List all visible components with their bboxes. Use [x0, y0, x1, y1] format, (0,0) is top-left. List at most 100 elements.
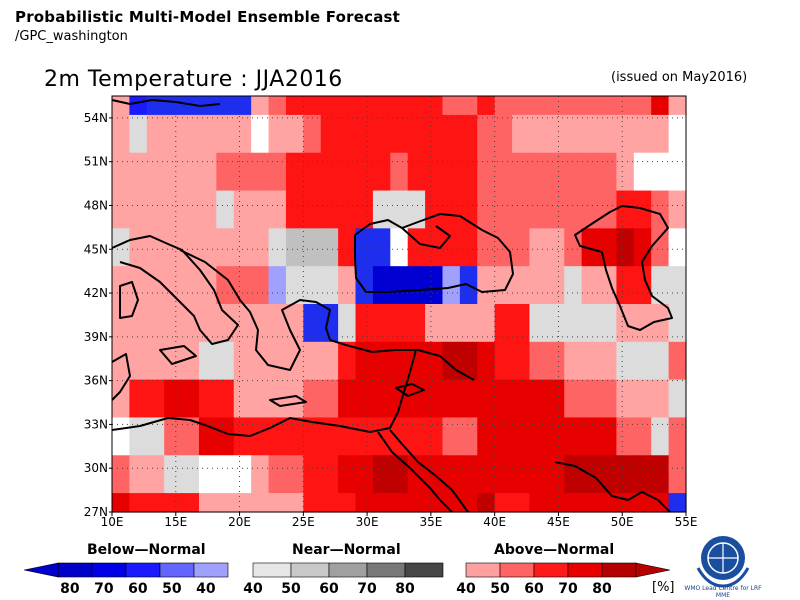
grid-cell	[338, 474, 357, 494]
grid-cell	[633, 455, 652, 475]
grid-cell	[129, 360, 148, 381]
grid-cell	[303, 379, 322, 400]
grid-cell	[529, 209, 548, 229]
grid-cell	[546, 96, 565, 116]
grid-cell	[477, 171, 496, 192]
grid-cell	[355, 360, 374, 381]
grid-cell	[112, 360, 130, 381]
grid-cell	[616, 171, 635, 192]
grid-cell	[198, 209, 217, 229]
grid-cell	[181, 474, 200, 494]
grid-cell	[164, 322, 183, 343]
legend-below-swatch	[91, 562, 127, 578]
grid-cell	[146, 493, 165, 513]
grid-cell	[251, 152, 270, 173]
grid-cell	[564, 360, 583, 381]
grid-cell	[599, 398, 618, 419]
grid-cell	[268, 133, 287, 154]
grid-cell	[616, 398, 635, 419]
grid-cell	[494, 493, 513, 513]
grid-cell	[268, 209, 287, 229]
grid-cell	[581, 190, 600, 211]
wmo-logo-text: WMO Lead Centre for LRF MME	[684, 585, 762, 599]
grid-cell	[529, 322, 548, 343]
legend-above-tick: 80	[592, 581, 612, 597]
grid-cell	[512, 398, 531, 419]
grid-cell	[668, 209, 687, 229]
grid-cell	[355, 493, 374, 513]
grid-cell	[303, 209, 322, 229]
header-title: Probabilistic Multi-Model Ensemble Forec…	[15, 8, 401, 26]
grid-cell	[164, 379, 183, 400]
grid-cell	[599, 133, 618, 154]
grid-cell	[268, 285, 287, 305]
grid-cell	[529, 436, 548, 456]
grid-cell	[198, 152, 217, 173]
grid-cell	[355, 455, 374, 475]
grid-cell	[355, 474, 374, 494]
grid-cell	[529, 190, 548, 211]
grid-cell	[564, 304, 583, 324]
grid-cell	[216, 360, 235, 381]
grid-cell	[546, 417, 565, 437]
lon-label: 35E	[419, 515, 442, 529]
grid-cell	[581, 114, 600, 135]
grid-cell	[372, 436, 391, 456]
grid-cell	[338, 322, 357, 343]
lat-label: 36N	[84, 374, 108, 388]
grid-cell	[442, 379, 461, 400]
grid-cell	[599, 247, 618, 267]
grid-cell	[477, 304, 496, 324]
grid-cell	[425, 247, 444, 267]
grid-cell	[372, 247, 391, 267]
grid-cell	[633, 474, 652, 494]
grid-cell	[233, 133, 252, 154]
grid-cell	[112, 322, 130, 343]
grid-cell	[512, 152, 531, 173]
grid-cell	[251, 247, 270, 267]
grid-cell	[512, 96, 531, 116]
grid-cell	[372, 474, 391, 494]
grid-cell	[459, 474, 478, 494]
grid-cell	[425, 114, 444, 135]
grid-cell	[599, 190, 618, 211]
grid-cell	[303, 266, 322, 286]
grid-cell	[320, 436, 339, 456]
legend-below-tick: 60	[128, 581, 148, 597]
grid-cell	[546, 247, 565, 267]
grid-cell	[494, 228, 513, 248]
grid-cell	[546, 114, 565, 135]
grid-cell	[129, 455, 148, 475]
grid-cell	[477, 360, 496, 381]
grid-cell	[494, 114, 513, 135]
grid-cell	[546, 190, 565, 211]
grid-cell	[581, 152, 600, 173]
grid-cell	[564, 341, 583, 362]
grid-cell	[494, 285, 513, 305]
grid-cell	[546, 209, 565, 229]
grid-cell	[355, 96, 374, 116]
grid-cell	[442, 417, 461, 437]
grid-cell	[616, 360, 635, 381]
legend-below-label: Below—Normal	[87, 542, 206, 558]
map-frame	[111, 95, 687, 513]
grid-cell	[390, 171, 409, 192]
grid-cell	[268, 474, 287, 494]
red-sea-coast	[377, 429, 469, 513]
grid-cell	[268, 152, 287, 173]
grid-cell	[129, 436, 148, 456]
grid-cell	[233, 152, 252, 173]
grid-cell	[651, 474, 670, 494]
grid-cell	[233, 114, 252, 135]
grid-cell	[251, 266, 270, 286]
grid-cell	[442, 304, 461, 324]
grid-cell	[181, 228, 200, 248]
grid-cell	[285, 455, 304, 475]
grid-cell	[355, 304, 374, 324]
grid-cell	[285, 171, 304, 192]
grid-cell	[233, 360, 252, 381]
grid-cell	[164, 209, 183, 229]
grid-cell	[581, 96, 600, 116]
grid-cell	[355, 322, 374, 343]
grid-cell	[198, 190, 217, 211]
